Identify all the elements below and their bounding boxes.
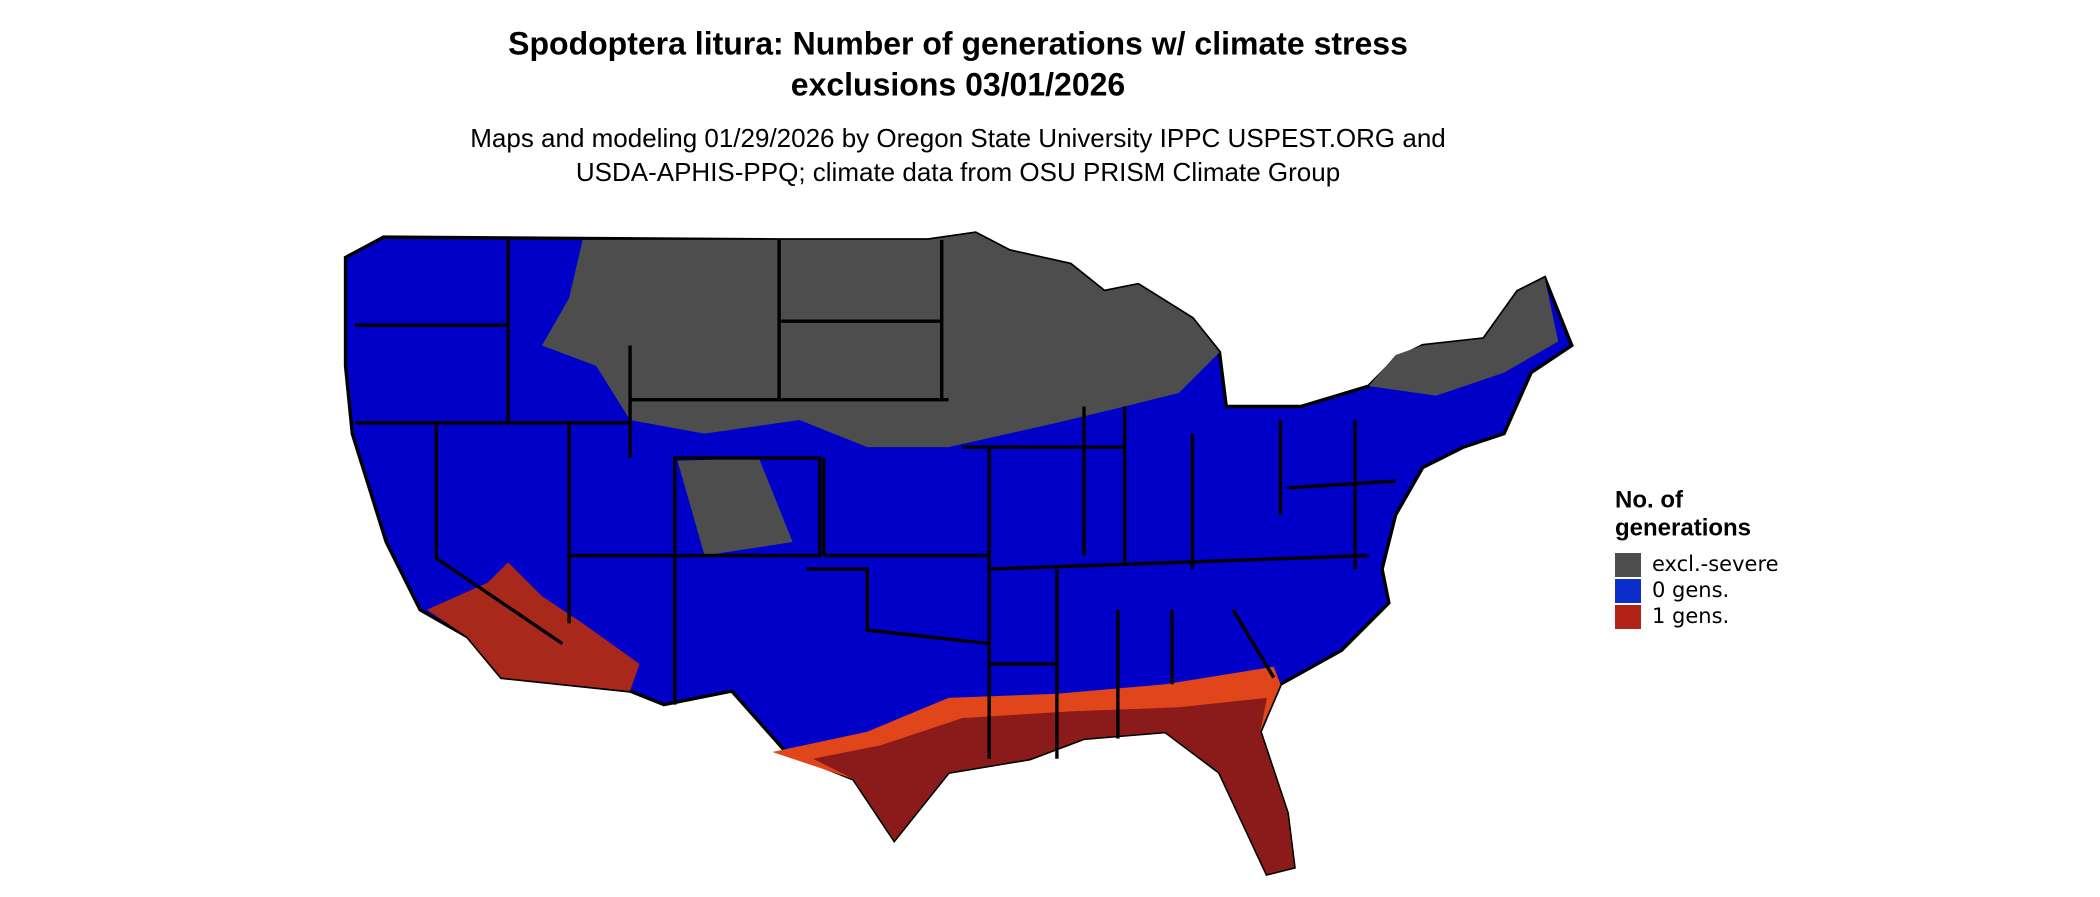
subtitle: USDA-APHIS-PPQ; climate data from OSU PR… bbox=[576, 157, 1340, 187]
state-borders bbox=[355, 239, 1396, 759]
us-map bbox=[343, 231, 1574, 876]
excluded-region bbox=[1368, 277, 1559, 396]
legend-title: No. of bbox=[1615, 486, 1684, 513]
legend-title: generations bbox=[1615, 514, 1751, 541]
legend-swatch bbox=[1615, 605, 1641, 629]
excluded-region bbox=[542, 233, 1220, 448]
one-gen-region bbox=[426, 562, 640, 692]
legend-label: excl.-severe bbox=[1652, 552, 1779, 576]
legend-label: 1 gens. bbox=[1652, 604, 1729, 628]
excluded-region bbox=[677, 457, 793, 556]
legend-swatch bbox=[1615, 579, 1641, 603]
legend-label: 0 gens. bbox=[1652, 578, 1729, 602]
legend-swatch bbox=[1615, 553, 1641, 577]
subtitle: Maps and modeling 01/29/2026 by Oregon S… bbox=[470, 123, 1446, 153]
one-gen-region bbox=[813, 697, 1295, 874]
title: exclusions 03/01/2026 bbox=[791, 66, 1125, 102]
title: Spodoptera litura: Number of generations… bbox=[508, 25, 1408, 61]
